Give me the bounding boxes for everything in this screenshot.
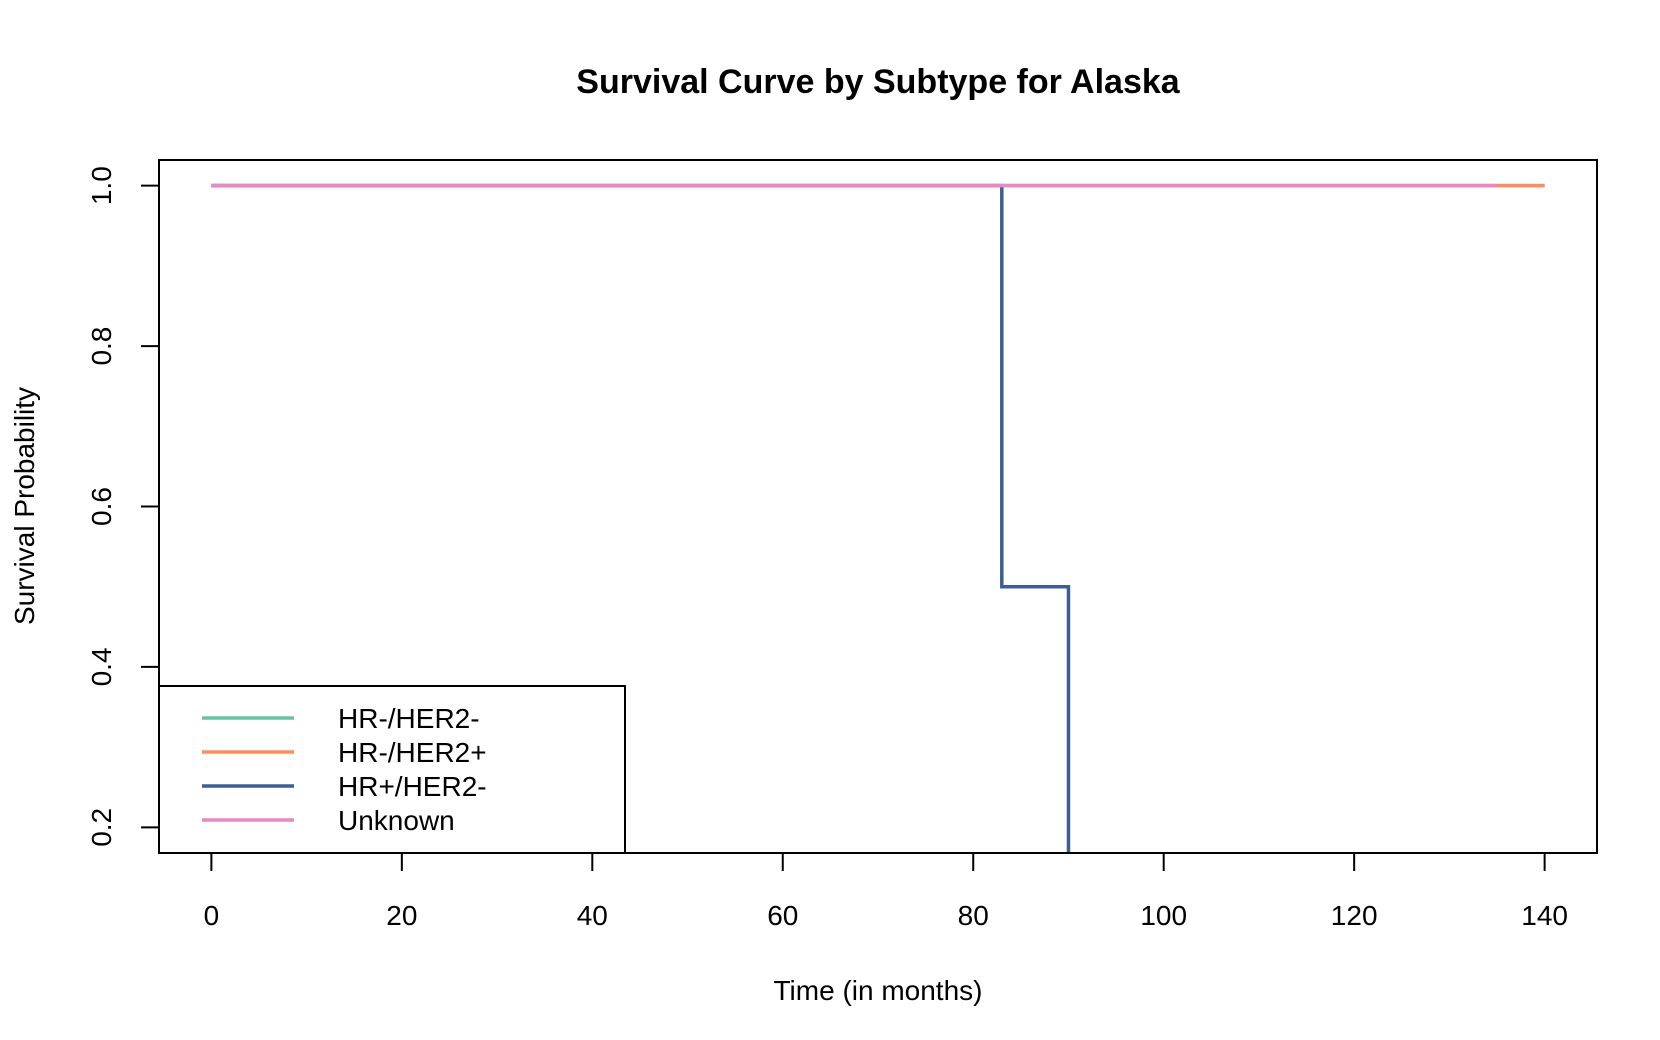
y-axis: 0.2 0.4 0.6 0.8 1.0 bbox=[86, 166, 160, 847]
chart-title: Survival Curve by Subtype for Alaska bbox=[576, 63, 1180, 101]
x-axis: 0 20 40 60 80 100 120 140 bbox=[204, 852, 1568, 931]
legend: HR-/HER2-HR-/HER2+HR+/HER2-Unknown bbox=[158, 685, 626, 854]
legend-label: HR-/HER2- bbox=[338, 703, 480, 734]
legend-label: HR-/HER2+ bbox=[338, 737, 487, 768]
x-tick-label: 40 bbox=[577, 900, 608, 931]
x-tick-label: 0 bbox=[204, 900, 220, 931]
y-tick-label: 0.8 bbox=[86, 327, 117, 366]
legend-label: HR+/HER2- bbox=[338, 771, 487, 802]
series-layer bbox=[211, 183, 1545, 853]
y-axis-label: Survival Probability bbox=[9, 387, 40, 625]
y-tick-label: 0.4 bbox=[86, 647, 117, 686]
x-tick-label: 140 bbox=[1521, 900, 1568, 931]
y-tick-label: 1.0 bbox=[86, 166, 117, 205]
x-tick-label: 60 bbox=[767, 900, 798, 931]
legend-box bbox=[158, 685, 626, 854]
legend-label: Unknown bbox=[338, 805, 455, 836]
x-tick-label: 20 bbox=[386, 900, 417, 931]
x-axis-label: Time (in months) bbox=[773, 975, 982, 1006]
x-tick-label: 100 bbox=[1140, 900, 1187, 931]
y-tick-label: 0.2 bbox=[86, 808, 117, 847]
x-tick-label: 80 bbox=[958, 900, 989, 931]
series-line-2 bbox=[211, 183, 1071, 853]
y-tick-label: 0.6 bbox=[86, 487, 117, 526]
x-tick-label: 120 bbox=[1331, 900, 1378, 931]
